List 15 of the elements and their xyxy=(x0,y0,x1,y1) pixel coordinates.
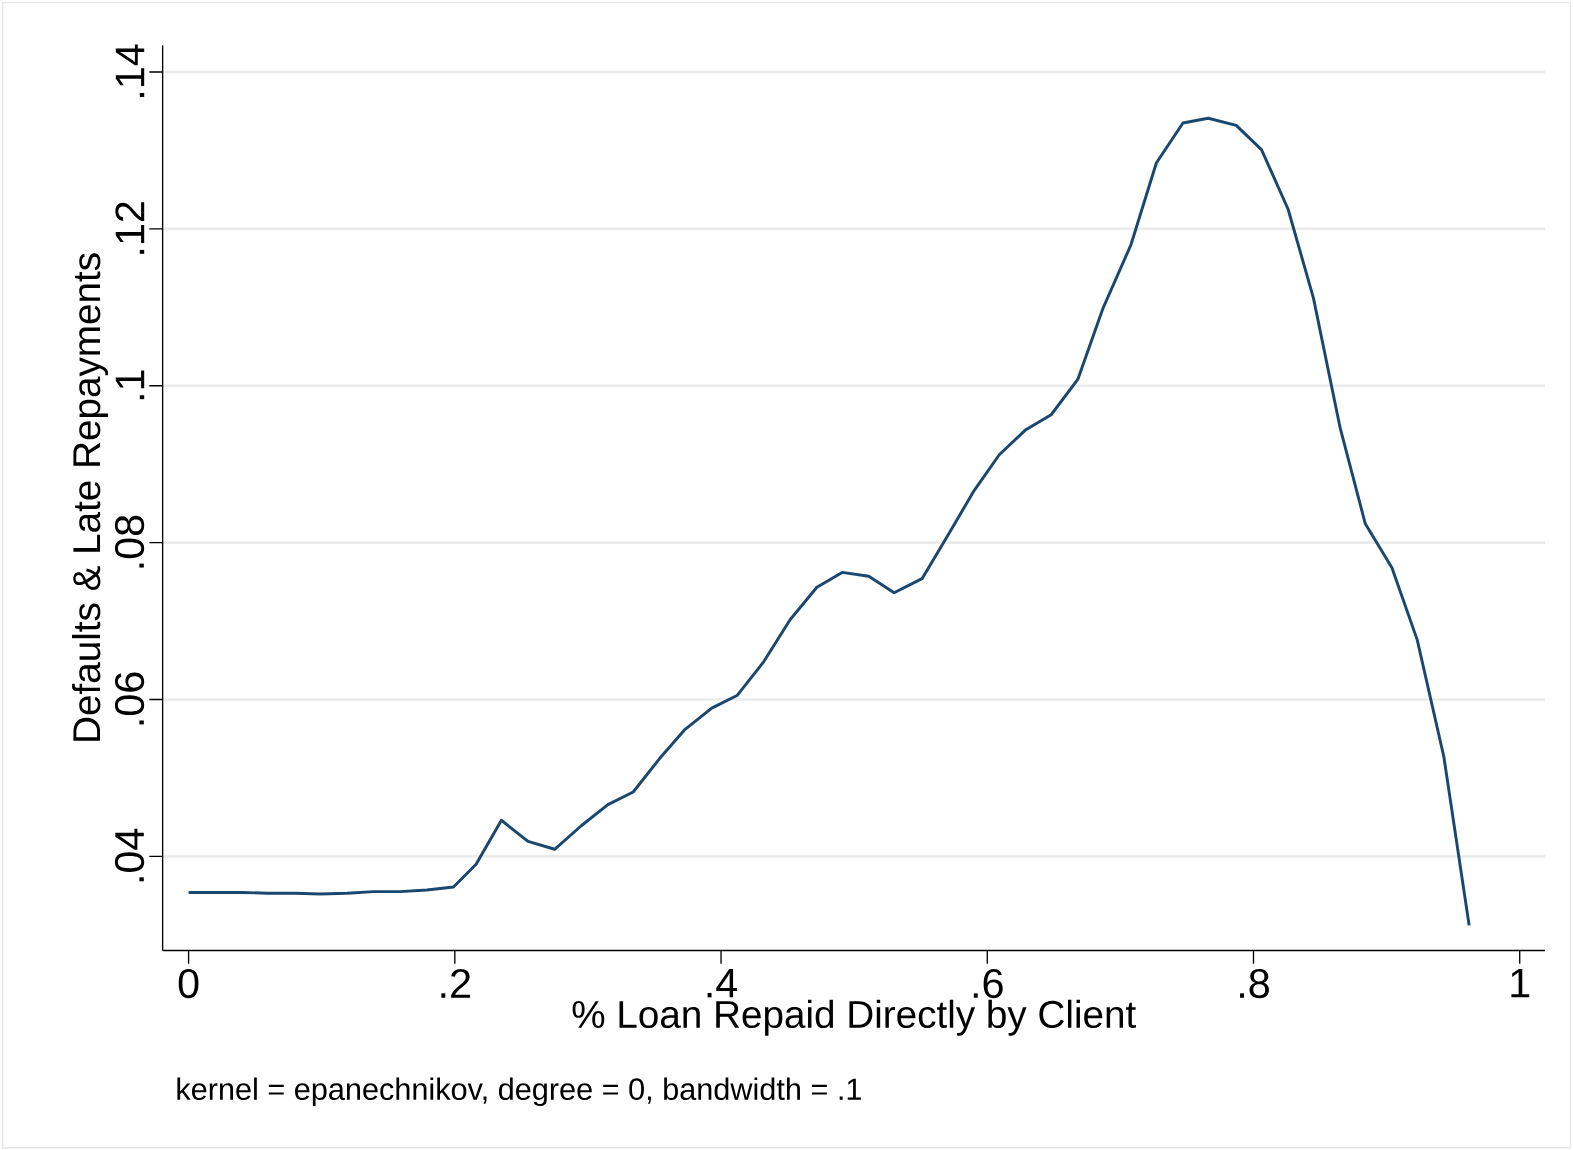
x-tick-label: 1 xyxy=(1511,968,1530,998)
x-tick-label: .8 xyxy=(1240,968,1269,998)
x-axis-title: % Loan Repaid Directly by Client xyxy=(572,999,1136,1036)
x-tick-label: .4 xyxy=(707,968,738,998)
y-tick-label: .08 xyxy=(114,515,145,568)
text: kernel = epanechnikov, degree = 0, bandwidth = .1 xyxy=(177,1077,861,1106)
y-tick-label: .04 xyxy=(114,828,145,882)
x-tick-label: 0 xyxy=(178,968,199,998)
y-tick-label: .12 xyxy=(115,202,145,254)
x-tick-label: .6 xyxy=(973,968,1003,998)
x-tick-label: .2 xyxy=(441,968,470,998)
y-axis-title: Defaults & Late Repayments xyxy=(72,253,109,741)
y-tick-label: .14 xyxy=(115,44,145,97)
y-tick-label: .06 xyxy=(114,672,145,725)
y-tick-label: .1 xyxy=(115,370,145,399)
